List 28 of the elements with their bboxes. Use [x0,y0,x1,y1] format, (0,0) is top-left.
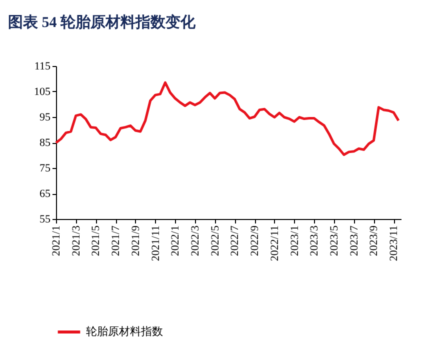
x-tick-label: 2022/9 [249,225,262,256]
y-tick-label: 85 [40,137,51,149]
line-series [54,81,400,156]
x-tick-label: 2021/3 [70,225,82,256]
y-tick-label: 65 [40,188,51,200]
x-tick-label: 2022/3 [189,225,202,256]
x-tick-label: 2023/3 [308,225,321,256]
y-tick-label: 55 [40,214,51,226]
x-tick-label: 2021/9 [130,225,142,256]
x-tick-label: 2021/11 [150,226,162,262]
legend-label: 轮胎原材料指数 [86,325,163,338]
y-tick-label: 95 [40,112,51,124]
chart-title: 图表 54 轮胎原材料指数变化 [8,13,196,31]
x-tick-label: 2023/9 [368,225,380,256]
y-tick-label: 115 [34,60,51,72]
y-tick-label: 105 [34,86,51,98]
x-tick-label: 2021/7 [110,225,122,256]
x-tick-label: 2021/1 [50,226,62,256]
y-tick-label: 75 [40,162,51,174]
x-tick-label: 2023/1 [288,226,301,256]
x-tick-label: 2022/5 [209,225,222,256]
x-tick-label: 2023/11 [388,226,400,262]
x-tick-label: 2023/5 [328,225,340,256]
x-tick-label: 2022/7 [229,225,242,256]
x-tick-label: 2023/7 [348,225,360,256]
x-tick-label: 2021/5 [90,225,102,256]
x-tick-label: 2022/1 [170,226,182,256]
x-tick-label: 2022/11 [268,226,281,262]
